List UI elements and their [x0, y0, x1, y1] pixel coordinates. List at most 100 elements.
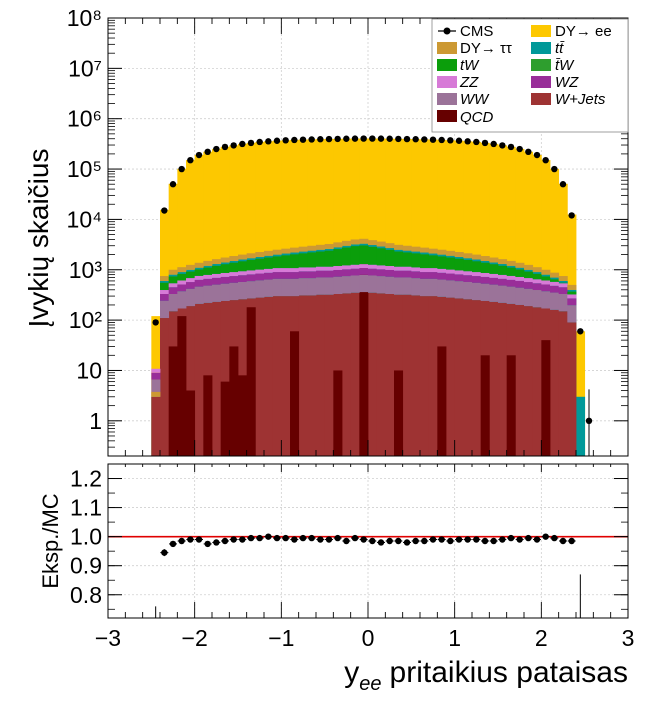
bar-zz	[160, 290, 170, 294]
bar-tw	[298, 253, 308, 268]
data-point	[282, 137, 289, 144]
data-point	[195, 151, 203, 159]
upper-panel: 1 10 10² 10³ 10⁴ 10⁵ 10⁶ 10⁷ 10⁸ Įvykių skaičius…	[23, 5, 629, 457]
bar-ww	[402, 277, 412, 295]
bar-ww	[550, 292, 560, 310]
bar-wjets	[272, 296, 282, 456]
data-point	[429, 136, 437, 143]
bar-qcd	[359, 245, 369, 456]
data-point	[334, 135, 341, 143]
bar-wjets	[376, 293, 386, 456]
bar-wjets	[160, 318, 170, 456]
bar-ww	[411, 278, 421, 296]
data-point	[577, 328, 584, 335]
bar-dy-tautau	[385, 243, 395, 249]
data-point	[455, 137, 463, 144]
bar-wz	[558, 287, 568, 294]
bar-wjets	[342, 293, 352, 456]
bar-dy-tautau	[489, 257, 499, 263]
bar-wjets	[558, 311, 568, 456]
ratio-point	[273, 534, 281, 542]
bar-wjets	[411, 295, 421, 456]
bar-ww	[359, 274, 369, 293]
bar-dy-tautau	[333, 242, 343, 248]
bar-wz	[255, 273, 265, 281]
bar-wz	[177, 284, 187, 292]
lower-y-label: Eksp./MC	[38, 493, 63, 588]
x-tick-label: 2	[535, 625, 548, 651]
legend-label-wjets: W+Jets	[555, 91, 606, 108]
ratio-point	[386, 537, 393, 545]
bar-wjets	[524, 306, 534, 456]
ratio-point	[351, 534, 359, 542]
bar-ww	[212, 284, 222, 302]
bar-zz	[238, 271, 248, 276]
bar-dy-tautau	[515, 262, 525, 268]
bar-wjets	[350, 292, 360, 456]
data-point	[161, 207, 168, 214]
data-point	[178, 165, 185, 173]
data-point	[265, 138, 272, 145]
ratio-point	[542, 533, 549, 540]
ratio-y-tick-label: 1.2	[70, 466, 102, 492]
bar-zz	[194, 275, 204, 280]
ratio-point	[256, 534, 263, 542]
bar-ww	[177, 291, 187, 309]
legend-item-dy-ee: DY→ ee	[531, 23, 612, 40]
bar-ww	[376, 276, 386, 294]
bar-zz	[359, 264, 369, 269]
data-point	[386, 135, 393, 142]
bar-zz	[212, 273, 222, 278]
data-point	[204, 148, 211, 156]
legend-label-zz: ZZ	[459, 74, 479, 91]
bar-dy-tautau	[446, 250, 456, 256]
bar-zz	[281, 268, 291, 273]
bar-zz	[368, 264, 378, 269]
upper-stack	[151, 138, 586, 457]
bar-tw	[281, 255, 291, 269]
bar-dy-tautau	[550, 272, 560, 278]
bar-wz	[333, 269, 343, 277]
ratio-point	[473, 536, 480, 543]
bar-wz	[550, 285, 560, 293]
bar-wjets	[307, 295, 317, 456]
ratio-y-tick-label: 1.1	[70, 495, 102, 521]
lower-y-ticks: 0.8 0.9 1.0 1.1 1.2	[70, 466, 628, 610]
bar-zz	[220, 272, 230, 277]
data-point	[403, 135, 411, 143]
bar-qcd	[177, 316, 187, 456]
bar-zz	[489, 273, 499, 278]
data-point	[412, 136, 419, 143]
bar-wz	[515, 280, 525, 288]
ratio-point	[299, 534, 307, 542]
bar-dy-tautau	[307, 245, 317, 251]
bar-ww	[160, 300, 170, 319]
bar-dy-tautau	[376, 241, 386, 247]
ratio-y-tick-label: 0.8	[70, 582, 102, 608]
bar-zz	[524, 278, 534, 283]
ratio-point	[230, 536, 237, 543]
bar-tw	[368, 246, 378, 265]
y-tick-label: 10⁶	[67, 106, 102, 132]
bar-tw	[194, 269, 204, 276]
legend-label-cms: CMS	[460, 23, 493, 40]
bar-ww	[446, 280, 456, 298]
bar-zz	[229, 272, 239, 277]
data-point	[256, 138, 263, 146]
bar-zz	[186, 278, 196, 283]
bar-qcd	[246, 307, 256, 456]
ratio-point	[499, 536, 506, 543]
bar-ww	[281, 278, 291, 297]
bar-tw	[333, 249, 343, 266]
data-point	[551, 165, 558, 173]
bar-dy-tautau	[255, 252, 265, 257]
bar-ww	[324, 277, 334, 295]
y-tick-label: 10²	[69, 307, 103, 333]
bar-ww	[463, 281, 473, 300]
bar-wz	[307, 271, 317, 279]
bar-wz	[350, 268, 360, 276]
bar-zz	[558, 283, 568, 288]
bar-ww	[264, 279, 274, 297]
bar-ww	[472, 282, 482, 301]
